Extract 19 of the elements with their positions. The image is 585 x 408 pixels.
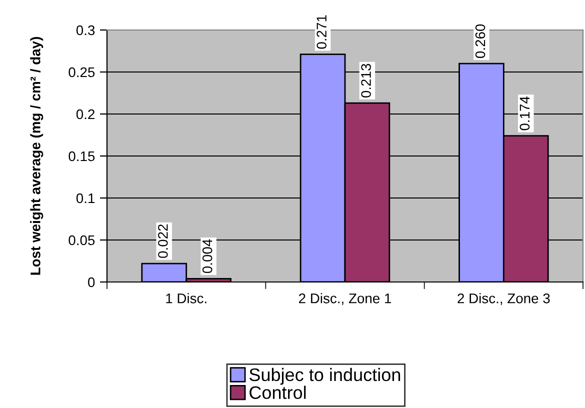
y-tick-label: 0.2 xyxy=(76,109,94,120)
x-tick-label: 1 Disc. xyxy=(166,293,206,304)
y-tick-label: 0 xyxy=(88,277,95,288)
y-tick-label: 0.3 xyxy=(76,25,95,36)
legend-label: Control xyxy=(250,386,306,400)
x-tick-label: 2 Disc., Zone 1 xyxy=(299,293,392,305)
data-label: 0.004 xyxy=(202,239,212,274)
y-tick-label: 0.15 xyxy=(68,151,95,162)
y-axis-title: Lost weight average (mg / cm² / day) xyxy=(30,37,44,275)
y-tick-label: 0.05 xyxy=(68,235,95,246)
y-tick-label: 0.25 xyxy=(68,67,95,78)
data-label: 0.260 xyxy=(475,24,486,58)
data-label: 0.213 xyxy=(361,64,371,98)
legend-label: Subjec to induction xyxy=(249,368,400,385)
x-tick-label: 2 Disc., Zone 3 xyxy=(458,293,550,305)
y-tick-label: 0.1 xyxy=(76,193,95,204)
data-label: 0.022 xyxy=(158,224,168,258)
data-label: 0.271 xyxy=(316,15,327,49)
data-label: 0.174 xyxy=(520,96,530,130)
